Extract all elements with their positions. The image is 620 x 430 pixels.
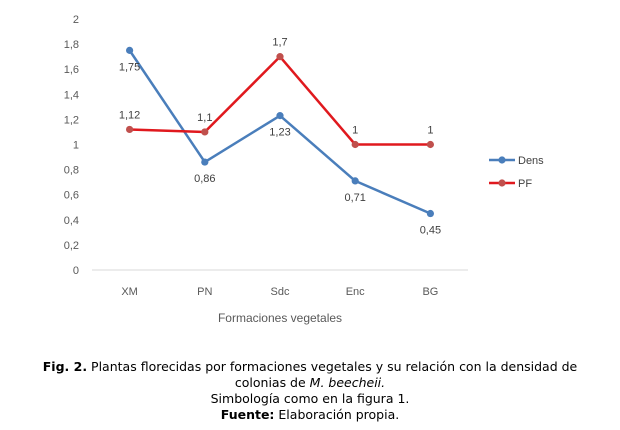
data-point [276, 53, 284, 61]
y-tick-label: 2 [73, 14, 79, 26]
species-name: M. beecheii. [309, 375, 386, 390]
y-tick-label: 0 [73, 265, 79, 277]
y-axis-ticks: 0 0,2 0,4 0,6 0,8 1 1,2 1,4 1,6 1,8 2 [64, 14, 79, 277]
data-label: 0,86 [194, 173, 215, 185]
data-point [201, 128, 209, 136]
y-tick-label: 0,8 [64, 165, 79, 177]
data-label: 1,7 [272, 37, 287, 49]
data-point [426, 209, 434, 218]
data-point [351, 140, 359, 149]
x-axis-ticks: XM PN Sdc Enc BG [121, 286, 438, 298]
x-tick-label: Sdc [271, 286, 290, 298]
legend-item-pf: PF [489, 178, 532, 190]
legend-label: Dens [518, 155, 544, 167]
x-tick-label: Enc [346, 286, 365, 298]
series-group: 1,75 0,86 1,23 0,71 0,45 1,12 1,1 1,7 1 1 [119, 37, 441, 237]
data-point [126, 125, 134, 134]
legend-item-dens: Dens [489, 155, 544, 167]
data-label: 0,45 [420, 225, 441, 237]
y-tick-label: 1,6 [64, 64, 79, 76]
x-tick-label: BG [422, 286, 438, 298]
legend-marker [498, 156, 506, 164]
y-tick-label: 0,6 [64, 190, 79, 202]
data-label: 1 [352, 125, 358, 137]
legend-label: PF [518, 178, 532, 190]
caption-text: Plantas florecidas por formaciones veget… [87, 359, 578, 374]
data-label: 1 [427, 125, 433, 137]
data-point [426, 140, 434, 149]
line-chart: 0 0,2 0,4 0,6 0,8 1 1,2 1,4 1,6 1,8 2 XM PN Sdc Enc BG… [64, 14, 544, 325]
data-label: 1,12 [119, 109, 140, 121]
y-tick-label: 0,2 [64, 240, 79, 252]
x-tick-label: PN [197, 286, 212, 298]
data-label: 1,75 [119, 61, 140, 73]
caption-text-2: colonias de [234, 375, 310, 390]
data-point [201, 158, 209, 166]
source-label: Fuente: [220, 407, 275, 422]
data-point [126, 46, 134, 54]
x-axis-title: Formaciones vegetales [218, 311, 342, 325]
y-tick-label: 0,4 [64, 215, 79, 227]
legend-marker [498, 179, 506, 187]
y-tick-label: 1,4 [64, 89, 79, 101]
data-label: 0,71 [344, 192, 365, 204]
series-dens: 1,75 0,86 1,23 0,71 0,45 [119, 46, 441, 237]
series-pf: 1,12 1,1 1,7 1 1 [119, 37, 434, 149]
data-label: 1,1 [197, 112, 212, 124]
y-tick-label: 1,2 [64, 114, 79, 126]
data-point [351, 177, 359, 185]
source-text: Elaboración propia. [274, 407, 400, 422]
caption-source: Fuente: Elaboración propia. [0, 407, 620, 423]
data-point [276, 112, 284, 120]
caption-line-1: Fig. 2. Plantas florecidas por formacion… [0, 359, 620, 375]
x-tick-label: XM [121, 286, 138, 298]
caption-line-3: Simbología como en la figura 1. [210, 391, 410, 406]
y-tick-label: 1 [73, 140, 79, 152]
y-tick-label: 1,8 [64, 39, 79, 51]
caption-line-2: colonias de M. beecheii. [0, 375, 620, 391]
figure-label: Fig. 2. [42, 359, 88, 374]
legend: Dens PF [489, 155, 544, 190]
data-label: 1,23 [269, 127, 290, 139]
figure-caption: Fig. 2. Plantas florecidas por formacion… [0, 359, 620, 423]
